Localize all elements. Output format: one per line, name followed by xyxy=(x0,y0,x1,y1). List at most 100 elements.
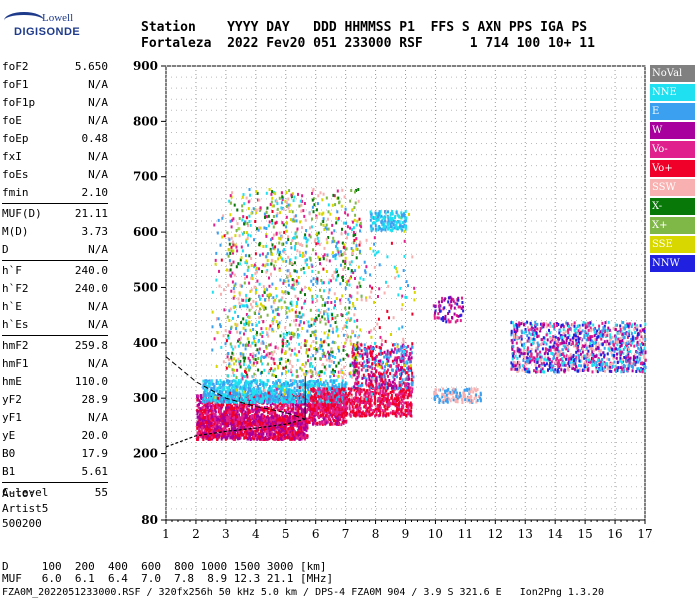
echo-point xyxy=(226,400,229,404)
echo-point xyxy=(247,401,250,405)
echo-point xyxy=(394,412,396,416)
echo-point xyxy=(211,421,214,425)
echo-point xyxy=(271,384,274,388)
echo-point xyxy=(390,393,393,397)
echo-point xyxy=(301,402,304,406)
echo-point xyxy=(244,254,247,258)
echo-point xyxy=(228,388,231,392)
echo-point xyxy=(289,437,291,441)
echo-point xyxy=(400,356,403,360)
echo-point xyxy=(262,408,265,412)
echo-point xyxy=(203,397,206,401)
echo-point xyxy=(352,409,355,413)
echo-point xyxy=(236,392,239,396)
echo-point xyxy=(376,405,379,409)
echo-point xyxy=(212,404,214,407)
echo-point xyxy=(400,401,403,405)
echo-point xyxy=(299,423,302,427)
echo-point xyxy=(267,387,270,391)
echo-point xyxy=(400,372,403,376)
echo-point xyxy=(381,394,384,397)
echo-point xyxy=(210,430,213,434)
echo-point xyxy=(274,414,277,418)
echo-point xyxy=(287,390,290,394)
echo-point xyxy=(283,427,286,430)
echo-point xyxy=(204,416,206,419)
echo-point xyxy=(269,427,272,431)
echo-point xyxy=(241,389,244,393)
echo-point xyxy=(295,380,298,384)
echo-point xyxy=(243,398,246,402)
echo-point xyxy=(272,416,275,420)
echo-point xyxy=(216,399,219,403)
echo-point xyxy=(369,351,372,355)
echo-point xyxy=(210,416,213,420)
echo-point xyxy=(280,422,283,426)
echo-point xyxy=(325,393,328,397)
echo-point xyxy=(356,371,359,375)
x-tick-label: 6 xyxy=(312,527,320,541)
echo-point xyxy=(380,383,383,387)
echo-point xyxy=(202,431,204,435)
echo-point xyxy=(232,424,235,428)
echo-point xyxy=(401,399,404,403)
echo-point xyxy=(407,407,410,411)
echo-point xyxy=(321,390,324,394)
echo-point xyxy=(239,436,242,440)
param-value: N/A xyxy=(88,357,108,370)
y-tick-label: 800 xyxy=(133,114,158,128)
echo-point xyxy=(234,234,237,238)
echo-point xyxy=(331,413,334,417)
echo-point xyxy=(293,423,296,427)
echo-point xyxy=(366,355,369,359)
echo-point xyxy=(308,380,311,383)
echo-point xyxy=(249,419,252,423)
echo-point xyxy=(334,203,337,207)
echo-point xyxy=(284,199,287,203)
echo-point xyxy=(248,214,251,218)
echo-point xyxy=(228,396,231,400)
param-separator xyxy=(2,260,108,261)
echo-point xyxy=(302,421,305,425)
echo-point xyxy=(214,427,217,431)
echo-point xyxy=(323,420,326,424)
echo-point xyxy=(197,417,200,421)
echo-point xyxy=(271,389,274,393)
echo-point xyxy=(286,404,289,407)
echo-point xyxy=(208,383,211,387)
echo-point xyxy=(365,364,367,368)
echo-point xyxy=(402,381,405,385)
echo-point xyxy=(270,392,273,395)
echo-point xyxy=(323,404,325,408)
echo-point xyxy=(249,402,252,406)
echo-point xyxy=(324,404,327,408)
echo-point xyxy=(336,386,339,390)
echo-point xyxy=(368,388,371,392)
echo-point xyxy=(304,437,306,441)
echo-point xyxy=(374,359,377,362)
echo-point xyxy=(403,353,406,356)
echo-point xyxy=(387,356,390,360)
echo-point xyxy=(199,434,202,438)
param-value: 2.10 xyxy=(81,186,109,199)
echo-point xyxy=(231,420,234,424)
echo-point xyxy=(272,204,275,208)
echo-point xyxy=(247,389,250,393)
param-row: yF2 28.9 xyxy=(2,391,108,409)
echo-point xyxy=(217,429,220,433)
param-row: h`F2 240.0 xyxy=(2,280,108,298)
echo-point xyxy=(274,422,277,426)
echo-point xyxy=(220,432,222,436)
echo-point xyxy=(257,397,260,401)
echo-point xyxy=(295,389,298,393)
echo-point xyxy=(319,386,322,390)
echo-point xyxy=(365,411,368,415)
echo-point xyxy=(206,403,209,407)
echo-point xyxy=(392,362,395,365)
echo-point xyxy=(302,428,304,432)
echo-point xyxy=(228,398,231,402)
echo-point xyxy=(277,427,280,431)
echo-point xyxy=(393,358,396,362)
echo-point xyxy=(266,394,269,398)
echo-point xyxy=(291,435,294,439)
